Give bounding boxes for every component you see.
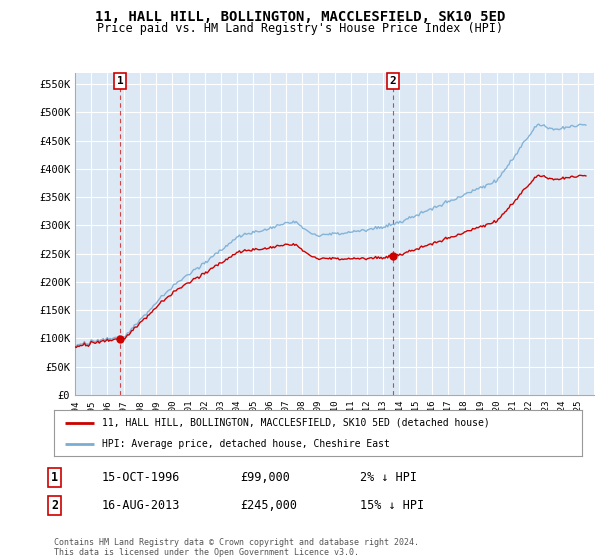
Text: 11, HALL HILL, BOLLINGTON, MACCLESFIELD, SK10 5ED: 11, HALL HILL, BOLLINGTON, MACCLESFIELD,… — [95, 10, 505, 24]
Text: 2% ↓ HPI: 2% ↓ HPI — [360, 470, 417, 484]
Text: 1: 1 — [117, 76, 124, 86]
Text: 2: 2 — [390, 76, 397, 86]
Text: 16-AUG-2013: 16-AUG-2013 — [102, 498, 181, 512]
Text: 1: 1 — [51, 470, 58, 484]
Text: 2: 2 — [51, 498, 58, 512]
Text: £99,000: £99,000 — [240, 470, 290, 484]
Text: 15-OCT-1996: 15-OCT-1996 — [102, 470, 181, 484]
Text: 15% ↓ HPI: 15% ↓ HPI — [360, 498, 424, 512]
Text: 11, HALL HILL, BOLLINGTON, MACCLESFIELD, SK10 5ED (detached house): 11, HALL HILL, BOLLINGTON, MACCLESFIELD,… — [101, 418, 489, 428]
Text: HPI: Average price, detached house, Cheshire East: HPI: Average price, detached house, Ches… — [101, 439, 389, 449]
Text: Contains HM Land Registry data © Crown copyright and database right 2024.
This d: Contains HM Land Registry data © Crown c… — [54, 538, 419, 557]
Text: £245,000: £245,000 — [240, 498, 297, 512]
Text: Price paid vs. HM Land Registry's House Price Index (HPI): Price paid vs. HM Land Registry's House … — [97, 22, 503, 35]
